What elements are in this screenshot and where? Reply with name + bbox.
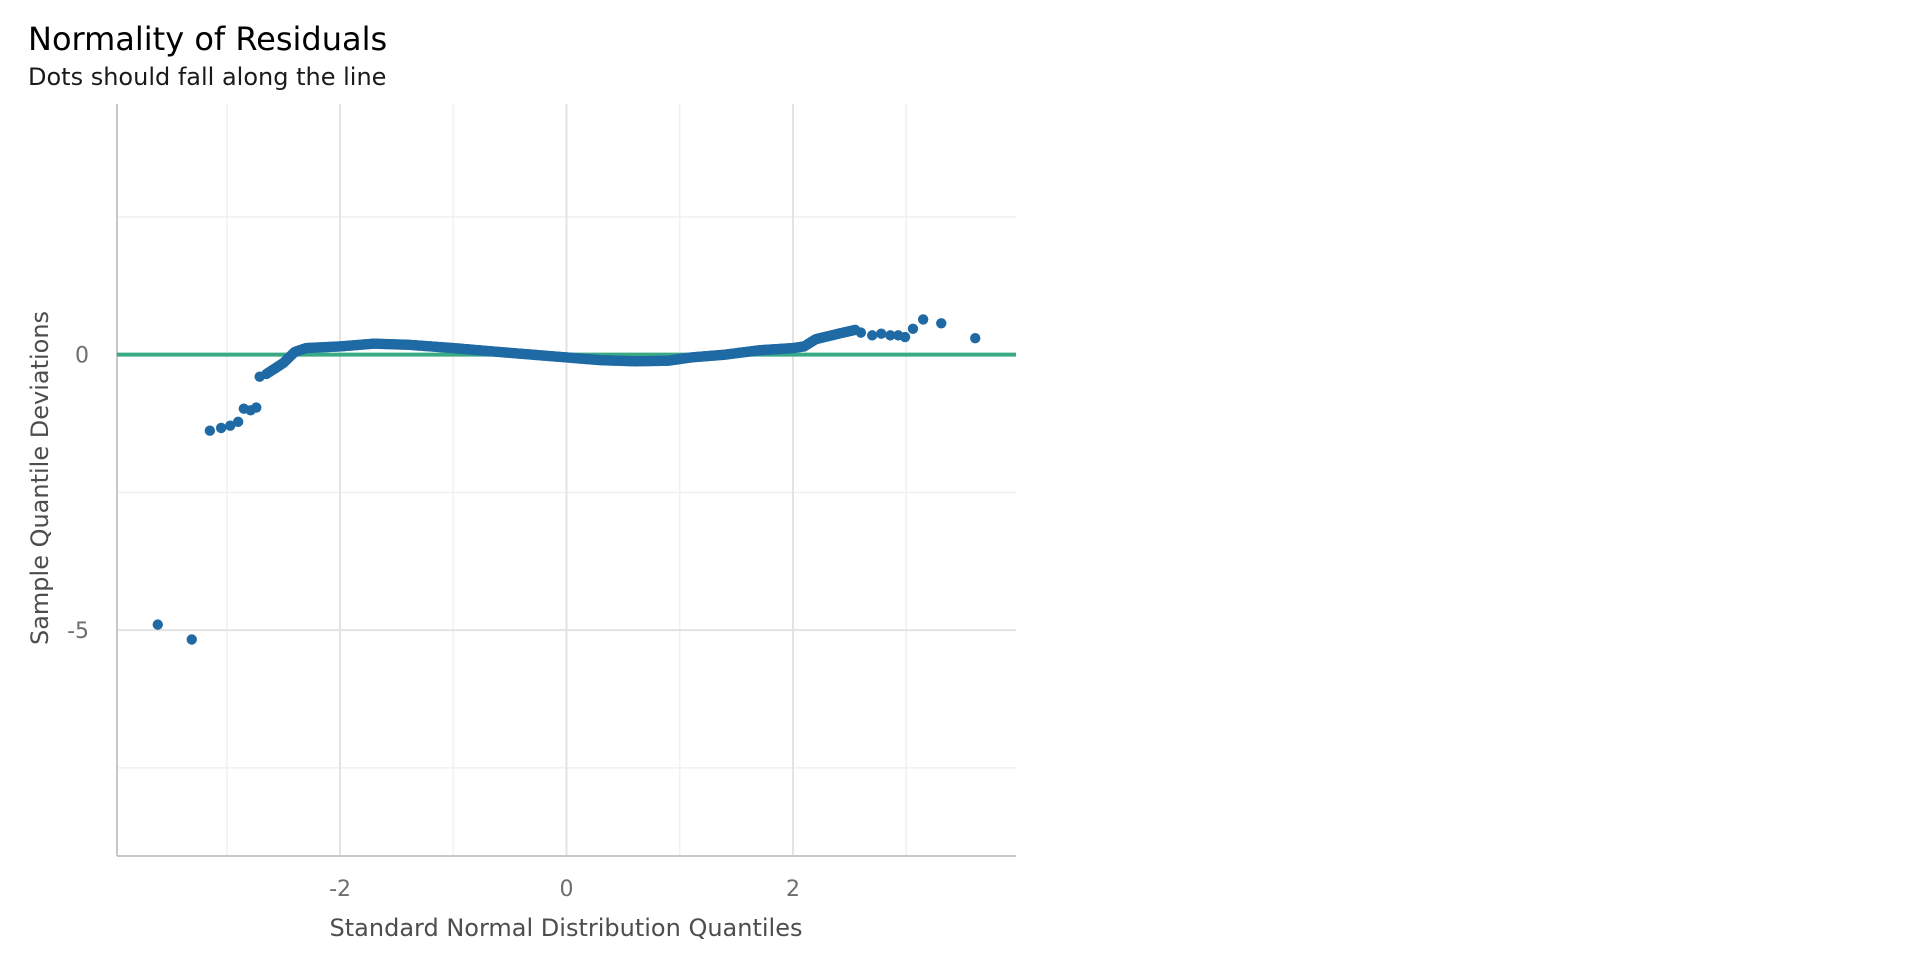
qq-point-outlier xyxy=(899,331,911,343)
tick-labels: -2 0 2 -5 0 xyxy=(67,344,800,902)
chart-title: Normality of Residuals xyxy=(28,20,387,58)
data-points xyxy=(152,314,981,645)
qq-point-outlier xyxy=(254,371,265,382)
x-tick-label: -2 xyxy=(329,877,351,902)
qq-point-outlier xyxy=(917,314,929,325)
qq-point-outlier xyxy=(232,416,244,428)
qq-point-outlier xyxy=(855,327,867,338)
qq-point-outlier xyxy=(907,323,919,334)
qq-point-outlier xyxy=(885,330,896,341)
qq-point-outlier xyxy=(225,420,236,431)
x-axis-title: Standard Normal Distribution Quantiles xyxy=(330,914,803,942)
axes xyxy=(116,104,1016,857)
qq-point-outlier xyxy=(936,318,947,329)
qq-point-outlier xyxy=(970,332,981,344)
chart-subtitle: Dots should fall along the line xyxy=(28,63,386,91)
x-tick-label: 0 xyxy=(560,877,574,902)
qq-point-outlier xyxy=(186,634,197,645)
y-axis-title: Sample Quantile Deviations xyxy=(26,311,54,645)
qq-point-outlier xyxy=(867,330,878,341)
x-tick-label: 2 xyxy=(786,877,800,902)
qq-point-outlier xyxy=(152,619,163,630)
qq-point-outlier xyxy=(215,422,227,434)
y-tick-label: -5 xyxy=(67,619,89,644)
qq-point-outlier xyxy=(251,402,262,413)
grid-lines xyxy=(117,104,1016,856)
y-tick-label: 0 xyxy=(75,344,89,369)
qq-point-outlier xyxy=(876,328,887,339)
qq-point-outlier xyxy=(204,425,216,436)
